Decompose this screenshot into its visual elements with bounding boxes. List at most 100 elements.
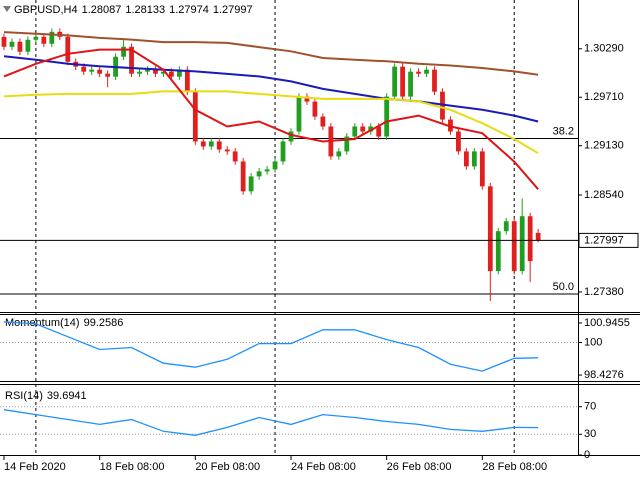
candle-body xyxy=(89,69,95,72)
y-tick-label: 1.28540 xyxy=(584,189,624,201)
candle-body xyxy=(161,71,166,74)
candle-body xyxy=(9,41,15,47)
candle-body xyxy=(344,136,350,152)
candle-body xyxy=(280,141,286,162)
candle-body xyxy=(145,69,150,72)
candle-body xyxy=(97,69,103,74)
candle-body xyxy=(81,66,87,72)
candle-body xyxy=(471,151,477,167)
candle-body xyxy=(288,131,294,142)
x-tick-label: 26 Feb 08:00 xyxy=(387,461,452,473)
moving-average xyxy=(3,48,539,190)
candle-body xyxy=(456,131,461,152)
symbol-icon xyxy=(3,6,11,12)
candle-body xyxy=(232,151,238,162)
x-tick-label: 24 Feb 08:00 xyxy=(291,461,356,473)
y-tick-label: 100.9455 xyxy=(584,317,630,329)
chart-title: GBPUSD,H4 1.28087 1.28133 1.27974 1.27997 xyxy=(14,4,253,16)
candle-body xyxy=(224,149,230,152)
candle-body xyxy=(527,216,533,262)
candle-body xyxy=(272,161,278,170)
fib-level-label: 50.0 xyxy=(553,281,574,293)
y-tick-label: 70 xyxy=(584,401,596,413)
candle-body xyxy=(519,216,525,272)
candle-body xyxy=(463,151,469,167)
candle-body xyxy=(495,231,501,272)
candle-body xyxy=(65,36,71,62)
candle-body xyxy=(376,126,382,137)
candle-body xyxy=(535,232,541,241)
candle-body xyxy=(304,96,310,102)
candle-body xyxy=(33,36,39,40)
candle-body xyxy=(264,169,270,172)
candle-body xyxy=(1,36,7,47)
candle-body xyxy=(41,36,47,44)
indicator-name: RSI(14) xyxy=(5,390,43,402)
indicator-label: Momentum(14) 99.2586 xyxy=(5,317,123,329)
candle-body xyxy=(360,126,366,132)
candle-body xyxy=(49,31,55,44)
candle-body xyxy=(248,176,254,192)
moving-average xyxy=(3,55,539,123)
y-tick-label: 1.29130 xyxy=(584,140,624,152)
candle-body xyxy=(17,41,23,52)
y-tick-label: 30 xyxy=(584,428,596,440)
candle-body xyxy=(432,69,437,92)
y-tick-label: 1.30290 xyxy=(584,43,624,55)
candle-body xyxy=(408,71,413,97)
candle-body xyxy=(368,126,374,132)
last-close: 1.27997 xyxy=(213,4,253,16)
candle-body xyxy=(312,101,318,117)
candle-body xyxy=(240,161,246,192)
candle-body xyxy=(384,96,390,137)
candle-body xyxy=(352,126,358,137)
candle-body xyxy=(129,46,134,74)
candle-body xyxy=(320,116,326,127)
candle-body xyxy=(169,71,174,77)
last-high: 1.28133 xyxy=(125,4,165,16)
candle-body xyxy=(400,66,405,97)
moving-average xyxy=(3,31,539,76)
candle-body xyxy=(216,141,222,150)
candle-body xyxy=(256,171,262,177)
y-tick-label: 100 xyxy=(584,336,602,348)
price-label: 1.27997 xyxy=(584,234,624,246)
indicator-line xyxy=(3,409,539,436)
indicator-value: 99.2586 xyxy=(84,317,124,329)
candle-body xyxy=(416,71,421,74)
candle-body xyxy=(487,186,493,272)
candle-body xyxy=(503,221,509,232)
candle-body xyxy=(296,96,302,132)
indicator-name: Momentum(14) xyxy=(5,317,80,329)
indicator-line xyxy=(3,321,539,372)
candle-body xyxy=(440,91,445,120)
y-tick-label: 1.27380 xyxy=(584,286,624,298)
candle-body xyxy=(511,221,517,272)
candle-body xyxy=(121,46,126,57)
candle-body xyxy=(184,69,190,92)
candle-body xyxy=(392,66,398,97)
indicator-value: 39.6941 xyxy=(47,390,87,402)
candle-body xyxy=(105,73,111,77)
candle-body xyxy=(200,141,206,147)
candle-body xyxy=(176,69,182,77)
y-tick-label: 0 xyxy=(584,449,590,461)
fib-level-label: 38.2 xyxy=(553,125,574,137)
candle-body xyxy=(479,151,485,187)
candle-body xyxy=(336,151,342,157)
last-low: 1.27974 xyxy=(169,4,209,16)
x-tick-label: 28 Feb 08:00 xyxy=(482,461,547,473)
x-tick-label: 18 Feb 08:00 xyxy=(100,461,165,473)
y-tick-label: 98.4276 xyxy=(584,369,624,381)
candle-body xyxy=(192,91,198,142)
last-open: 1.28087 xyxy=(82,4,122,16)
x-tick-label: 14 Feb 2020 xyxy=(4,461,66,473)
y-tick-label: 1.29710 xyxy=(584,91,624,103)
candle-body xyxy=(137,71,142,74)
indicator-label: RSI(14) 39.6941 xyxy=(5,390,87,402)
candle-body xyxy=(424,69,429,74)
candle-body xyxy=(208,141,214,147)
candle-body xyxy=(25,39,31,52)
x-tick-label: 20 Feb 08:00 xyxy=(195,461,260,473)
